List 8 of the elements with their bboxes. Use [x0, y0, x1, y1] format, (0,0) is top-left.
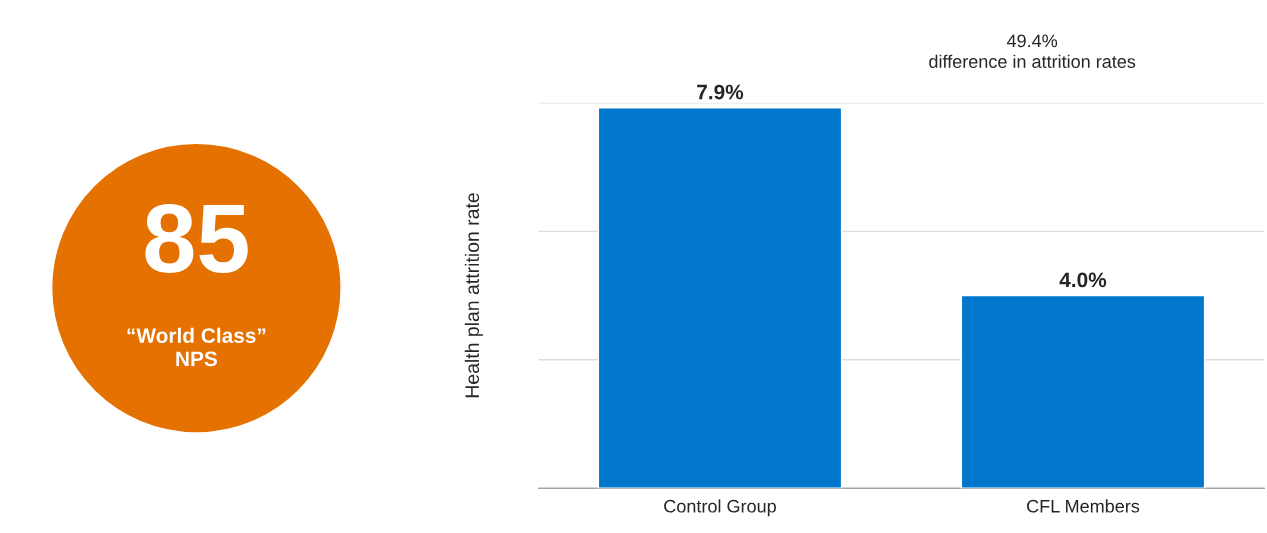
text: 49.4% difference in attrition rates [929, 34, 1136, 68]
data-label: 4.0% [1059, 272, 1107, 288]
data-label: 7.9% [697, 84, 744, 100]
text: 85 [145, 204, 248, 273]
x-tick-label: Control Group [664, 499, 776, 517]
x-tick-label: CFL Members [1027, 499, 1140, 513]
y-axis-title: Health plan attrition rate [464, 193, 483, 398]
text: “World Class” NPS [127, 327, 266, 367]
